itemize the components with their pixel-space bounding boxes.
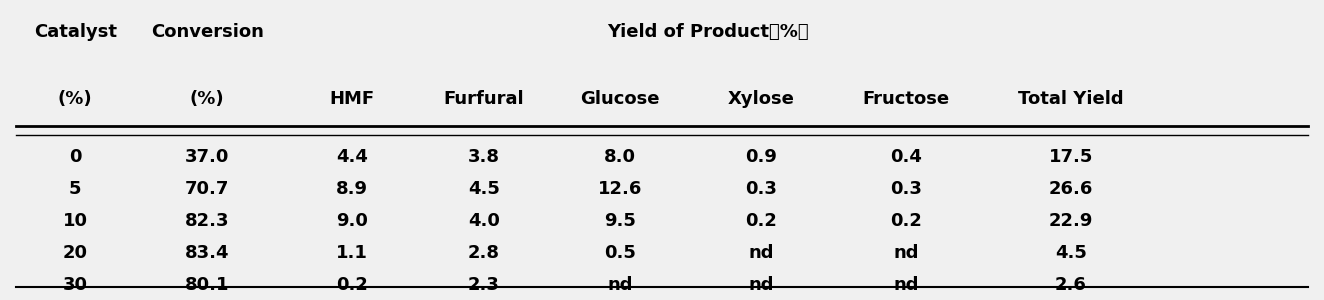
Text: 0.9: 0.9 bbox=[745, 148, 777, 166]
Text: 0.3: 0.3 bbox=[745, 180, 777, 198]
Text: 4.0: 4.0 bbox=[469, 212, 500, 230]
Text: 0.3: 0.3 bbox=[890, 180, 922, 198]
Text: 0.2: 0.2 bbox=[890, 212, 922, 230]
Text: 0.5: 0.5 bbox=[604, 244, 636, 262]
Text: 4.5: 4.5 bbox=[469, 180, 500, 198]
Text: nd: nd bbox=[894, 276, 919, 294]
Text: 10: 10 bbox=[62, 212, 87, 230]
Text: Fructose: Fructose bbox=[862, 90, 949, 108]
Text: 9.5: 9.5 bbox=[604, 212, 636, 230]
Text: 12.6: 12.6 bbox=[597, 180, 642, 198]
Text: 22.9: 22.9 bbox=[1049, 212, 1092, 230]
Text: HMF: HMF bbox=[330, 90, 375, 108]
Text: 8.0: 8.0 bbox=[604, 148, 636, 166]
Text: 0.4: 0.4 bbox=[890, 148, 922, 166]
Text: Conversion: Conversion bbox=[151, 23, 263, 41]
Text: 26.6: 26.6 bbox=[1049, 180, 1092, 198]
Text: 0: 0 bbox=[69, 148, 82, 166]
Text: 9.0: 9.0 bbox=[336, 212, 368, 230]
Text: nd: nd bbox=[608, 276, 633, 294]
Text: 8.9: 8.9 bbox=[336, 180, 368, 198]
Text: 30: 30 bbox=[62, 276, 87, 294]
Text: 2.3: 2.3 bbox=[469, 276, 500, 294]
Text: 83.4: 83.4 bbox=[185, 244, 229, 262]
Text: 17.5: 17.5 bbox=[1049, 148, 1092, 166]
Text: Total Yield: Total Yield bbox=[1018, 90, 1124, 108]
Text: 70.7: 70.7 bbox=[185, 180, 229, 198]
Text: 1.1: 1.1 bbox=[336, 244, 368, 262]
Text: 3.8: 3.8 bbox=[467, 148, 500, 166]
Text: 2.8: 2.8 bbox=[467, 244, 500, 262]
Text: Yield of Product（%）: Yield of Product（%） bbox=[608, 23, 809, 41]
Text: 80.1: 80.1 bbox=[185, 276, 229, 294]
Text: 20: 20 bbox=[62, 244, 87, 262]
Text: Xylose: Xylose bbox=[727, 90, 794, 108]
Text: 0.2: 0.2 bbox=[336, 276, 368, 294]
Text: (%): (%) bbox=[189, 90, 225, 108]
Text: 2.6: 2.6 bbox=[1055, 276, 1087, 294]
Text: Catalyst: Catalyst bbox=[34, 23, 117, 41]
Text: 37.0: 37.0 bbox=[185, 148, 229, 166]
Text: 82.3: 82.3 bbox=[185, 212, 229, 230]
Text: nd: nd bbox=[748, 244, 773, 262]
Text: 4.4: 4.4 bbox=[336, 148, 368, 166]
Text: Glucose: Glucose bbox=[580, 90, 659, 108]
Text: Furfural: Furfural bbox=[444, 90, 524, 108]
Text: nd: nd bbox=[748, 276, 773, 294]
Text: nd: nd bbox=[894, 244, 919, 262]
Text: 5: 5 bbox=[69, 180, 82, 198]
Text: 4.5: 4.5 bbox=[1055, 244, 1087, 262]
Text: 0.2: 0.2 bbox=[745, 212, 777, 230]
Text: (%): (%) bbox=[58, 90, 93, 108]
